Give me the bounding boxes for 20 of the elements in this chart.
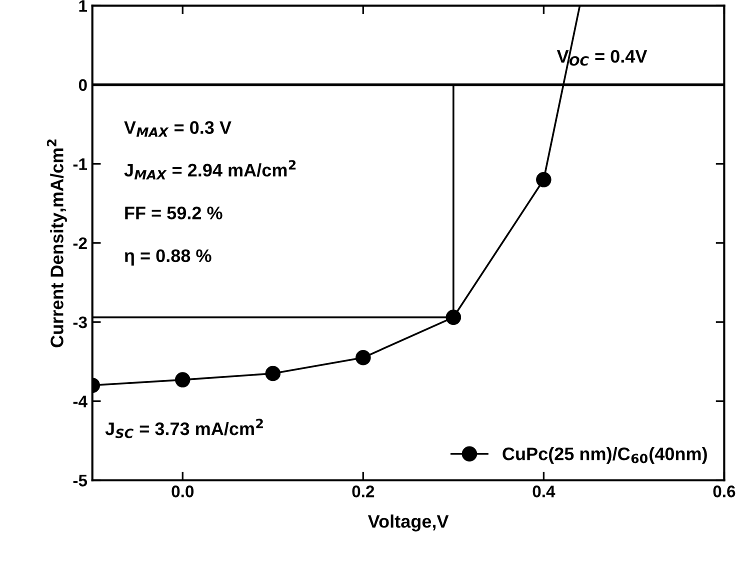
annotation: J$_{MAX}$ = 2.94 mA/cm$^{2}$: [124, 160, 296, 180]
annotation: V$_{MAX}$ = 0.3 V: [124, 121, 232, 137]
x-tick-label: 0.0: [172, 486, 194, 498]
y-tick-label: -5: [73, 474, 88, 486]
y-tick-label: -3: [73, 316, 87, 328]
annotation: J$_{SC}$ = 3.73 mA/cm$^{2}$: [105, 418, 263, 438]
annotation: FF = 59.2 %: [125, 206, 222, 220]
y-tick-label: 0: [78, 79, 87, 91]
annotation: V$_{OC}$ = 0.4V: [556, 50, 648, 66]
y-tick-label: -4: [73, 396, 88, 408]
y-axis-title: Current Density,mA/cm$^{2}$: [46, 140, 67, 348]
y-tick-label: -1: [73, 158, 88, 170]
y-tick-label: -2: [73, 237, 87, 249]
x-tick-label: 0.2: [352, 486, 374, 498]
y-tick-label: 1: [79, 0, 88, 12]
x-tick-label: 0.4: [532, 486, 556, 498]
legend-label: CuPc(25 nm)/C$_{60}$(40nm): [502, 447, 707, 464]
x-axis-title: Voltage,V: [368, 514, 449, 532]
annotation: η = 0.88 %: [124, 249, 212, 266]
x-tick-label: 0.6: [713, 486, 736, 498]
